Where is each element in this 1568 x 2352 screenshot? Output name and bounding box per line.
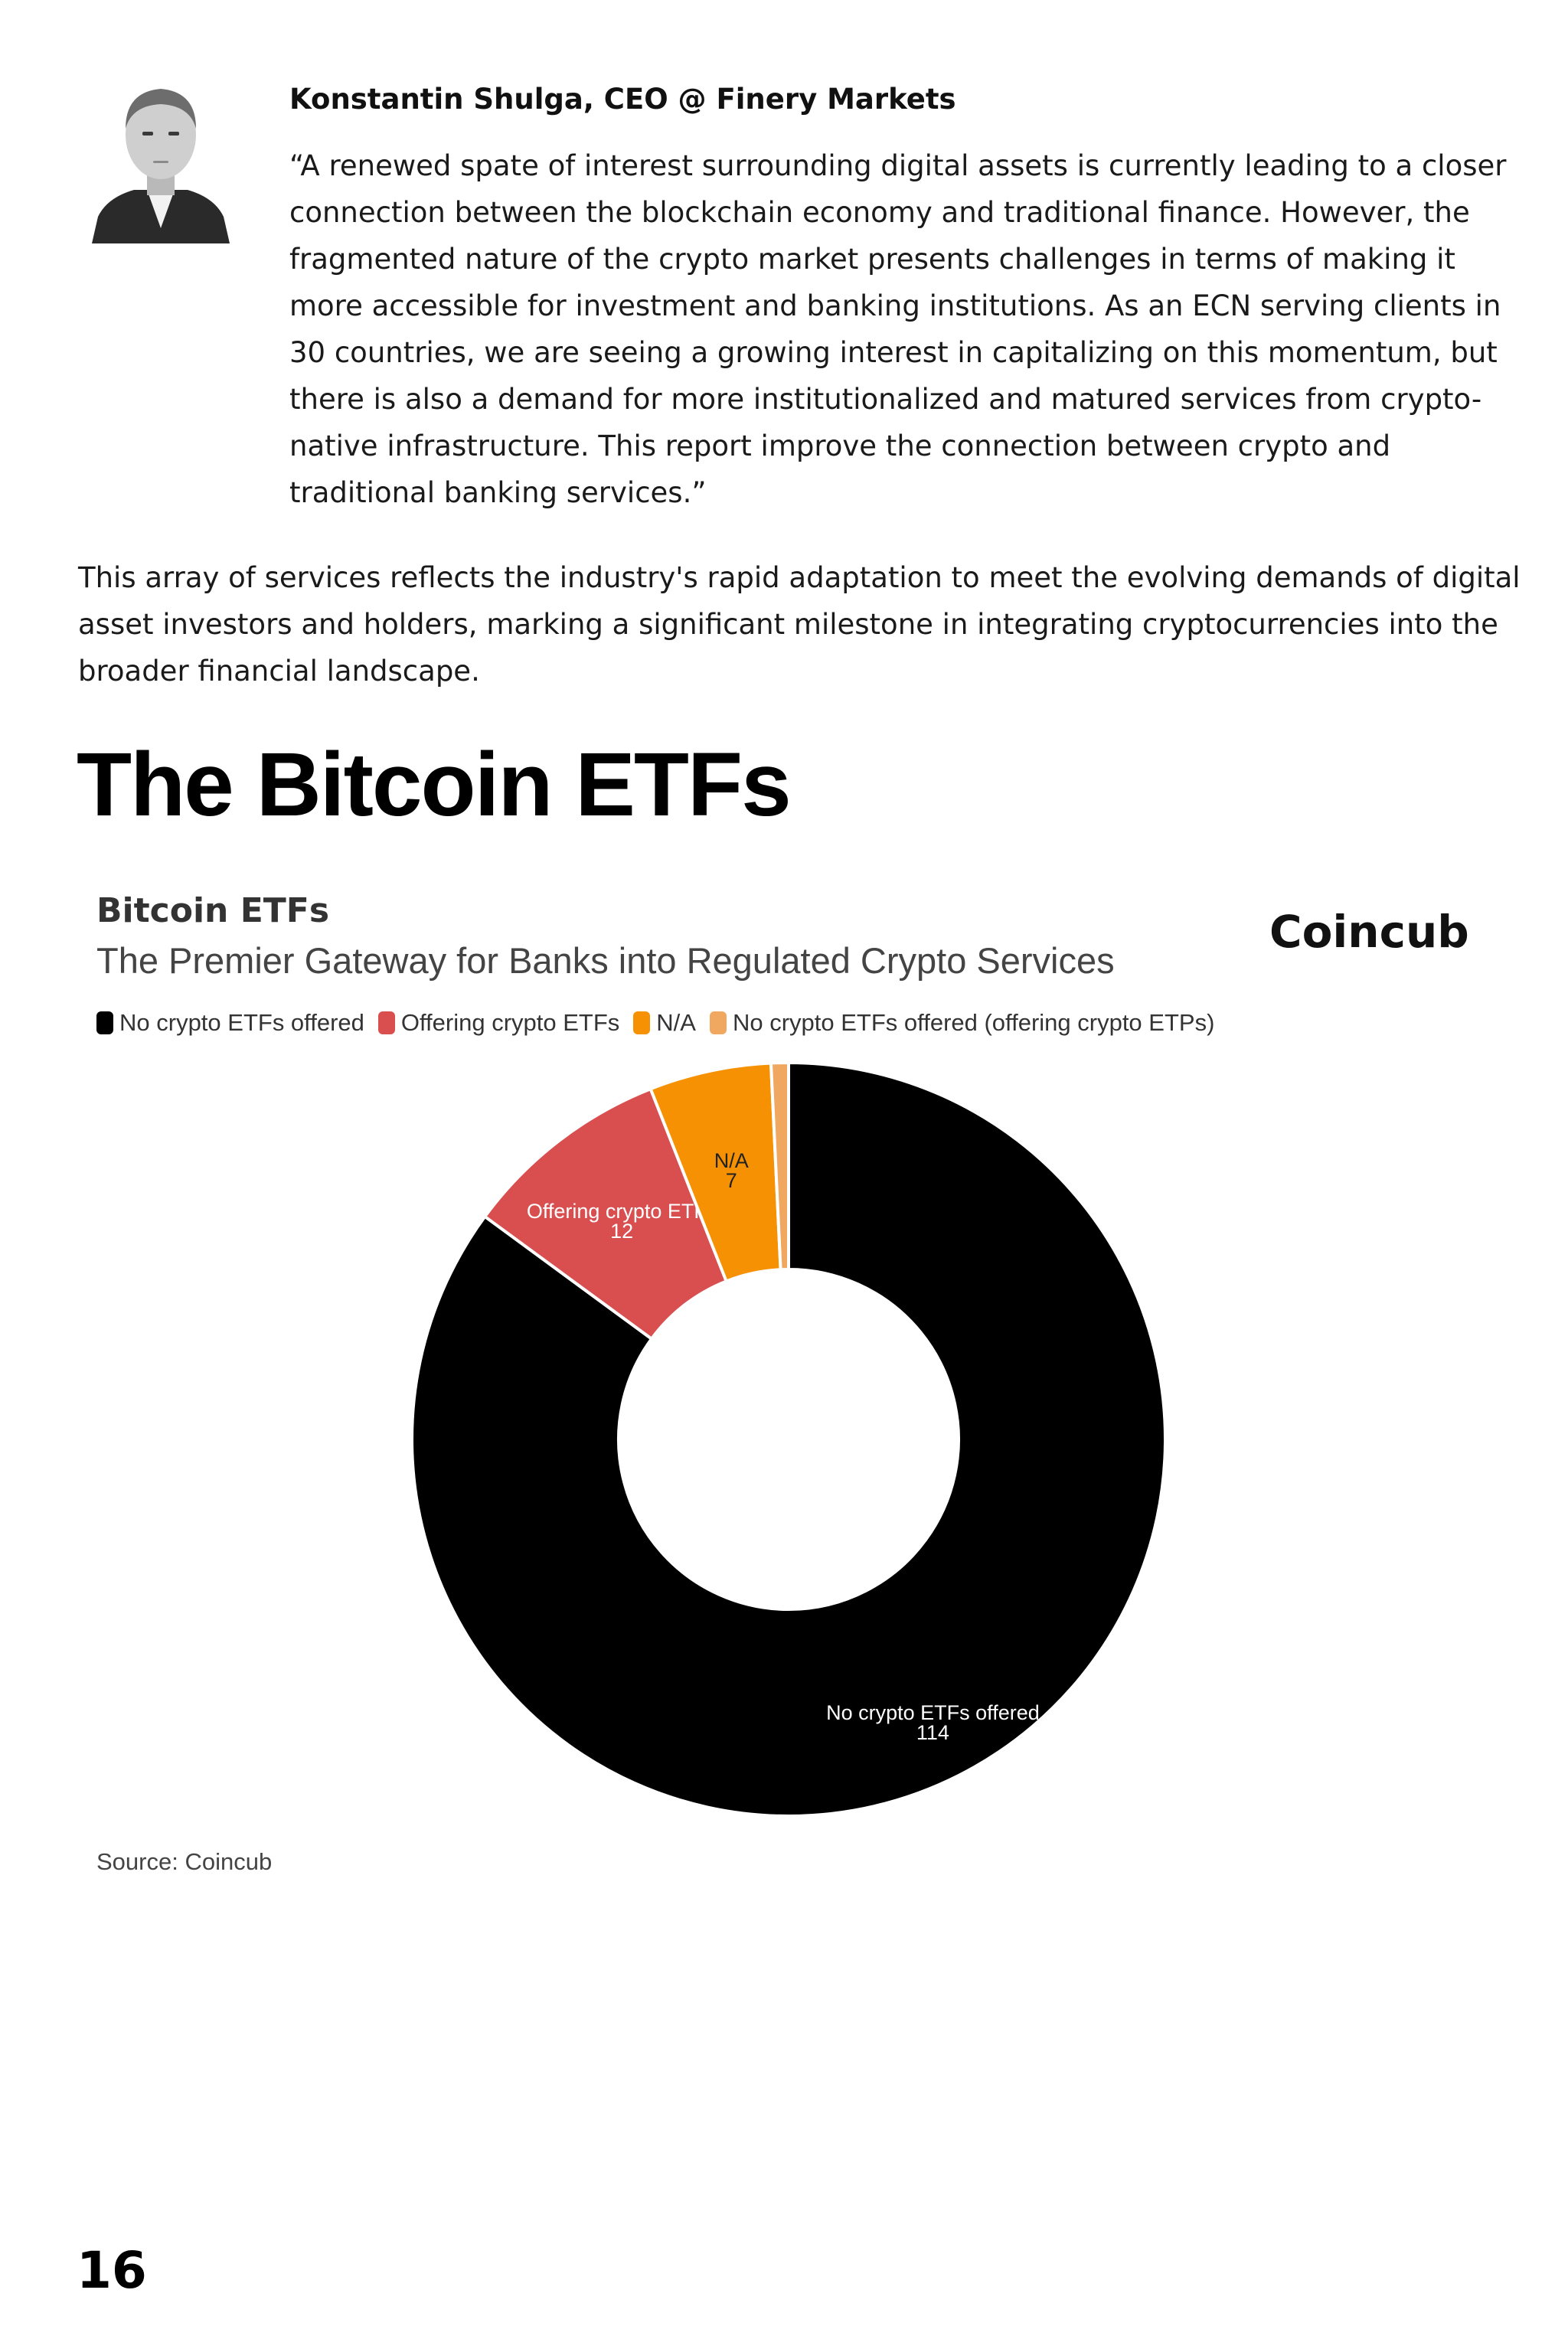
legend-label: Offering crypto ETFs [400,1009,620,1036]
body-paragraph: This array of services reflects the indu… [78,561,1521,688]
testimonial-author: Konstantin Shulga, CEO @ Finery Markets [289,83,956,116]
brand-logo-text: Coincub [1269,906,1469,958]
legend-swatch [633,1011,651,1034]
slice-value: 7 [726,1169,737,1192]
donut-slice [410,1060,1167,1818]
legend-item: Offering crypto ETFs [377,1009,620,1037]
legend-swatch [377,1011,395,1034]
slice-label: No crypto ETFs offered [826,1701,1040,1724]
legend-swatch [709,1011,727,1034]
legend-item: No crypto ETFs offered [96,1009,364,1037]
slice-value: 114 [916,1721,949,1744]
legend-label: N/A [656,1009,696,1036]
testimonial-quote: “A renewed spate of interest surrounding… [289,149,1507,509]
chart-subtitle: The Premier Gateway for Banks into Regul… [96,940,1115,981]
page-number: 16 [77,2241,147,2300]
slice-value: 12 [610,1220,633,1243]
chart-source: Source: Coincub [96,1848,273,1875]
section-heading: The Bitcoin ETFs [77,734,792,835]
donut-slice [769,1060,790,1272]
chart-legend: No crypto ETFs offered Offering crypto E… [96,1009,1228,1037]
chart-title: Bitcoin ETFs [96,891,330,930]
author-avatar [92,89,230,243]
legend-item: No crypto ETFs offered (offering crypto … [709,1009,1215,1037]
legend-label: No crypto ETFs offered (offering crypto … [732,1009,1215,1036]
legend-swatch [96,1011,113,1034]
slice-label: Offering crypto ETFs [527,1200,717,1223]
legend-item: N/A [633,1009,696,1037]
slice-label: N/A [714,1149,749,1172]
legend-label: No crypto ETFs offered [119,1009,364,1036]
